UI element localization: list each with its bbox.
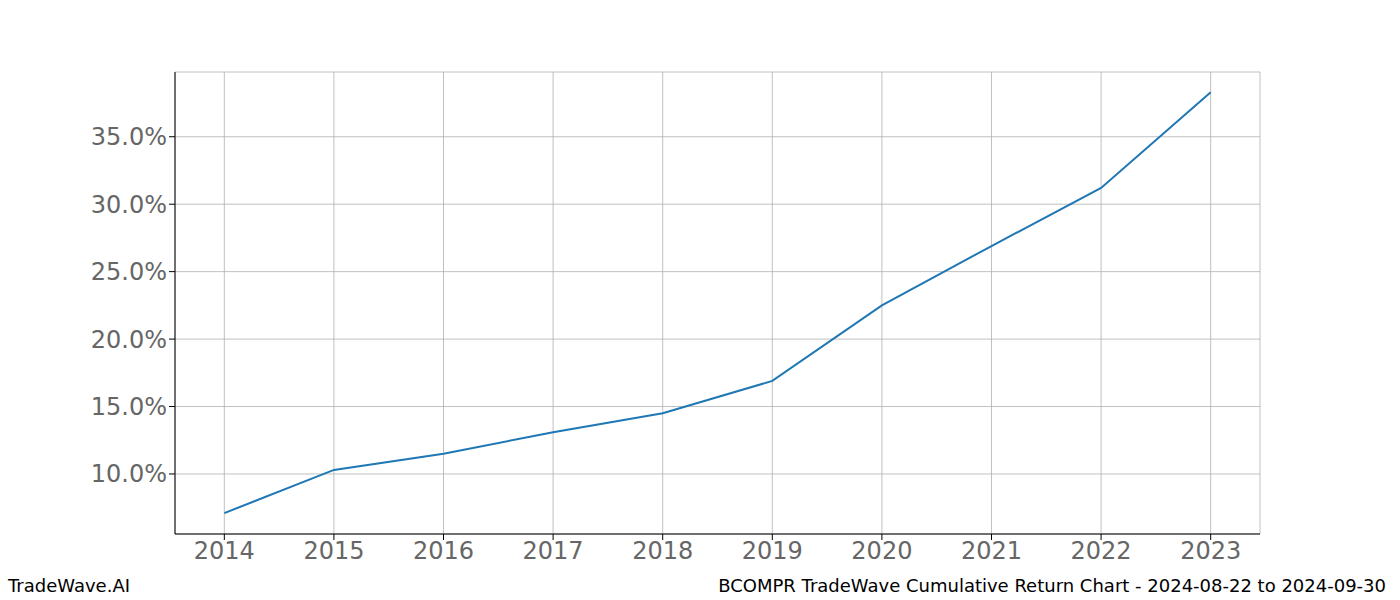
svg-text:25.0%: 25.0% xyxy=(91,258,167,286)
svg-text:15.0%: 15.0% xyxy=(91,393,167,421)
svg-text:2017: 2017 xyxy=(523,537,584,565)
svg-text:2023: 2023 xyxy=(1180,537,1241,565)
svg-text:2020: 2020 xyxy=(851,537,912,565)
svg-text:30.0%: 30.0% xyxy=(91,191,167,219)
svg-text:35.0%: 35.0% xyxy=(91,123,167,151)
svg-text:2014: 2014 xyxy=(194,537,255,565)
html-text:TradeWave.AI: TradeWave.AI xyxy=(8,575,130,596)
svg-text:20.0%: 20.0% xyxy=(91,326,167,354)
svg-text:2016: 2016 xyxy=(413,537,474,565)
svg-text:2018: 2018 xyxy=(632,537,693,565)
svg-text:2015: 2015 xyxy=(303,537,364,565)
html-text:BCOMPR TradeWave Cumulative Re: BCOMPR TradeWave Cumulative Return Chart… xyxy=(718,575,1386,596)
svg-text:2019: 2019 xyxy=(742,537,803,565)
svg-text:10.0%: 10.0% xyxy=(91,460,167,488)
svg-text:2022: 2022 xyxy=(1071,537,1132,565)
svg-text:2021: 2021 xyxy=(961,537,1022,565)
